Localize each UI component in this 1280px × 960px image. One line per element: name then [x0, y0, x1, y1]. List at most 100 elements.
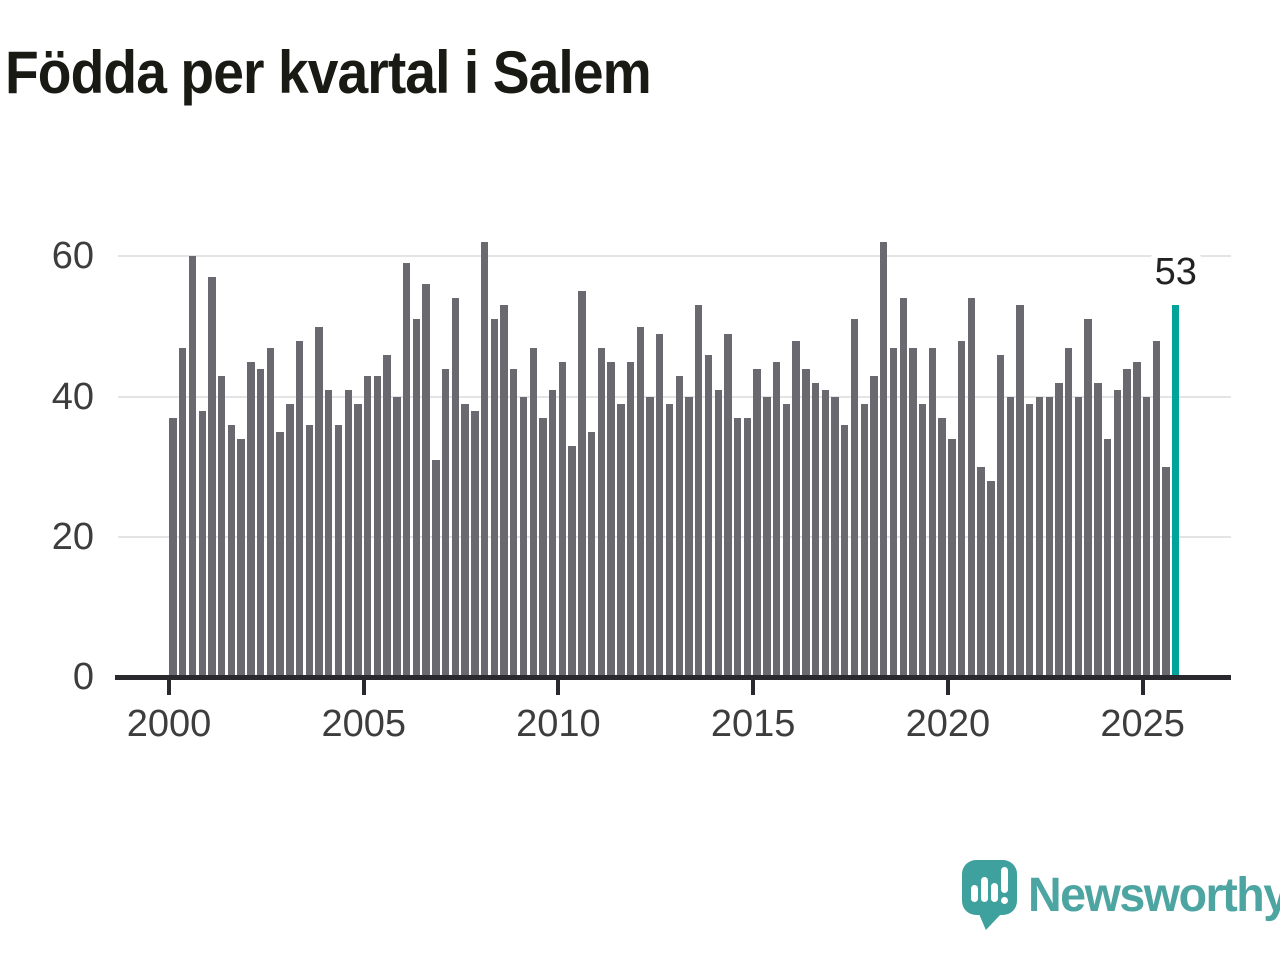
bar	[685, 396, 693, 677]
bar	[1074, 396, 1083, 677]
bar	[1113, 389, 1122, 677]
bar	[519, 396, 528, 677]
logo-exclamation-dot-icon	[1001, 897, 1008, 904]
bar	[334, 424, 343, 677]
x-axis-tick	[945, 680, 950, 695]
bar	[276, 431, 284, 677]
bar	[471, 410, 479, 677]
bar	[217, 375, 226, 677]
value-annotation-text: 53	[1145, 251, 1206, 294]
bar	[870, 375, 878, 677]
gridline	[118, 535, 1231, 538]
bar	[1084, 319, 1092, 677]
y-axis-tick-label: 20	[51, 515, 94, 558]
bar	[315, 326, 323, 677]
bar	[675, 375, 683, 677]
bar	[665, 403, 674, 677]
bar	[889, 347, 898, 677]
bar	[646, 396, 654, 677]
bar	[938, 417, 946, 677]
bar	[1133, 361, 1141, 677]
bar	[539, 417, 547, 677]
bar	[1035, 396, 1044, 677]
bar	[724, 333, 732, 677]
logo-exclamation-icon	[1001, 867, 1008, 893]
y-axis-tick-label: 40	[51, 375, 94, 418]
bar	[695, 305, 703, 677]
bar	[1045, 396, 1053, 677]
bar	[860, 403, 868, 677]
bar	[743, 417, 752, 677]
bar	[850, 319, 859, 677]
bar	[480, 242, 489, 677]
bar-chart-speech-bubble-icon	[962, 860, 1017, 915]
bar	[841, 424, 849, 677]
logo-bar-icon	[991, 883, 998, 902]
bar	[597, 347, 606, 677]
bar	[188, 256, 197, 677]
bar	[656, 333, 664, 677]
x-axis-tick	[167, 680, 171, 695]
bar	[393, 396, 401, 677]
bar	[402, 263, 411, 677]
bar	[305, 424, 313, 677]
bar	[792, 340, 800, 677]
bar	[821, 389, 829, 677]
x-axis-tick-label: 2010	[516, 703, 601, 745]
bar	[617, 403, 625, 677]
bar	[227, 424, 236, 677]
bar	[733, 417, 742, 677]
bar	[1162, 466, 1170, 677]
bar	[1016, 305, 1024, 677]
x-axis-tick-label: 2015	[710, 703, 796, 745]
bar	[266, 347, 275, 677]
bar	[957, 340, 966, 677]
highlighted-bar	[1172, 305, 1180, 677]
bar	[373, 375, 382, 677]
x-axis-tick-label: 2000	[126, 703, 212, 745]
bar	[802, 368, 810, 677]
bar	[441, 368, 450, 677]
bar	[247, 361, 255, 677]
bar	[880, 242, 888, 677]
bar	[967, 298, 976, 677]
bar	[782, 403, 791, 677]
bar	[344, 389, 352, 677]
bar	[626, 361, 635, 677]
bar	[587, 431, 596, 677]
bar	[1142, 396, 1151, 677]
bar	[500, 305, 508, 677]
newsworthy-logo: Newsworthy	[962, 860, 1280, 930]
bar	[568, 445, 576, 677]
bar	[198, 410, 206, 677]
logo-bar-icon	[981, 877, 988, 902]
bar	[831, 396, 839, 677]
bar	[996, 354, 1005, 677]
bar	[928, 347, 937, 677]
x-axis-tick	[556, 680, 561, 695]
x-axis-tick-label: 2005	[321, 703, 406, 745]
bar	[753, 368, 761, 677]
bar	[948, 438, 956, 677]
bar	[918, 403, 927, 677]
value-annotation: 53	[1116, 251, 1236, 294]
y-axis-tick-label: 60	[51, 235, 94, 278]
bar	[169, 417, 177, 677]
bar	[422, 284, 430, 677]
bar	[1065, 347, 1073, 677]
bar	[1123, 368, 1131, 677]
bar	[704, 354, 713, 677]
bar	[461, 403, 469, 677]
bar	[763, 396, 771, 677]
bar	[412, 319, 421, 677]
bar	[451, 298, 460, 677]
bar	[987, 480, 995, 677]
bar	[549, 389, 557, 677]
bar	[636, 326, 645, 677]
bar	[1152, 340, 1161, 677]
bar	[510, 368, 518, 677]
bar	[208, 277, 216, 677]
x-axis-line	[115, 675, 1231, 680]
bar	[490, 319, 498, 677]
